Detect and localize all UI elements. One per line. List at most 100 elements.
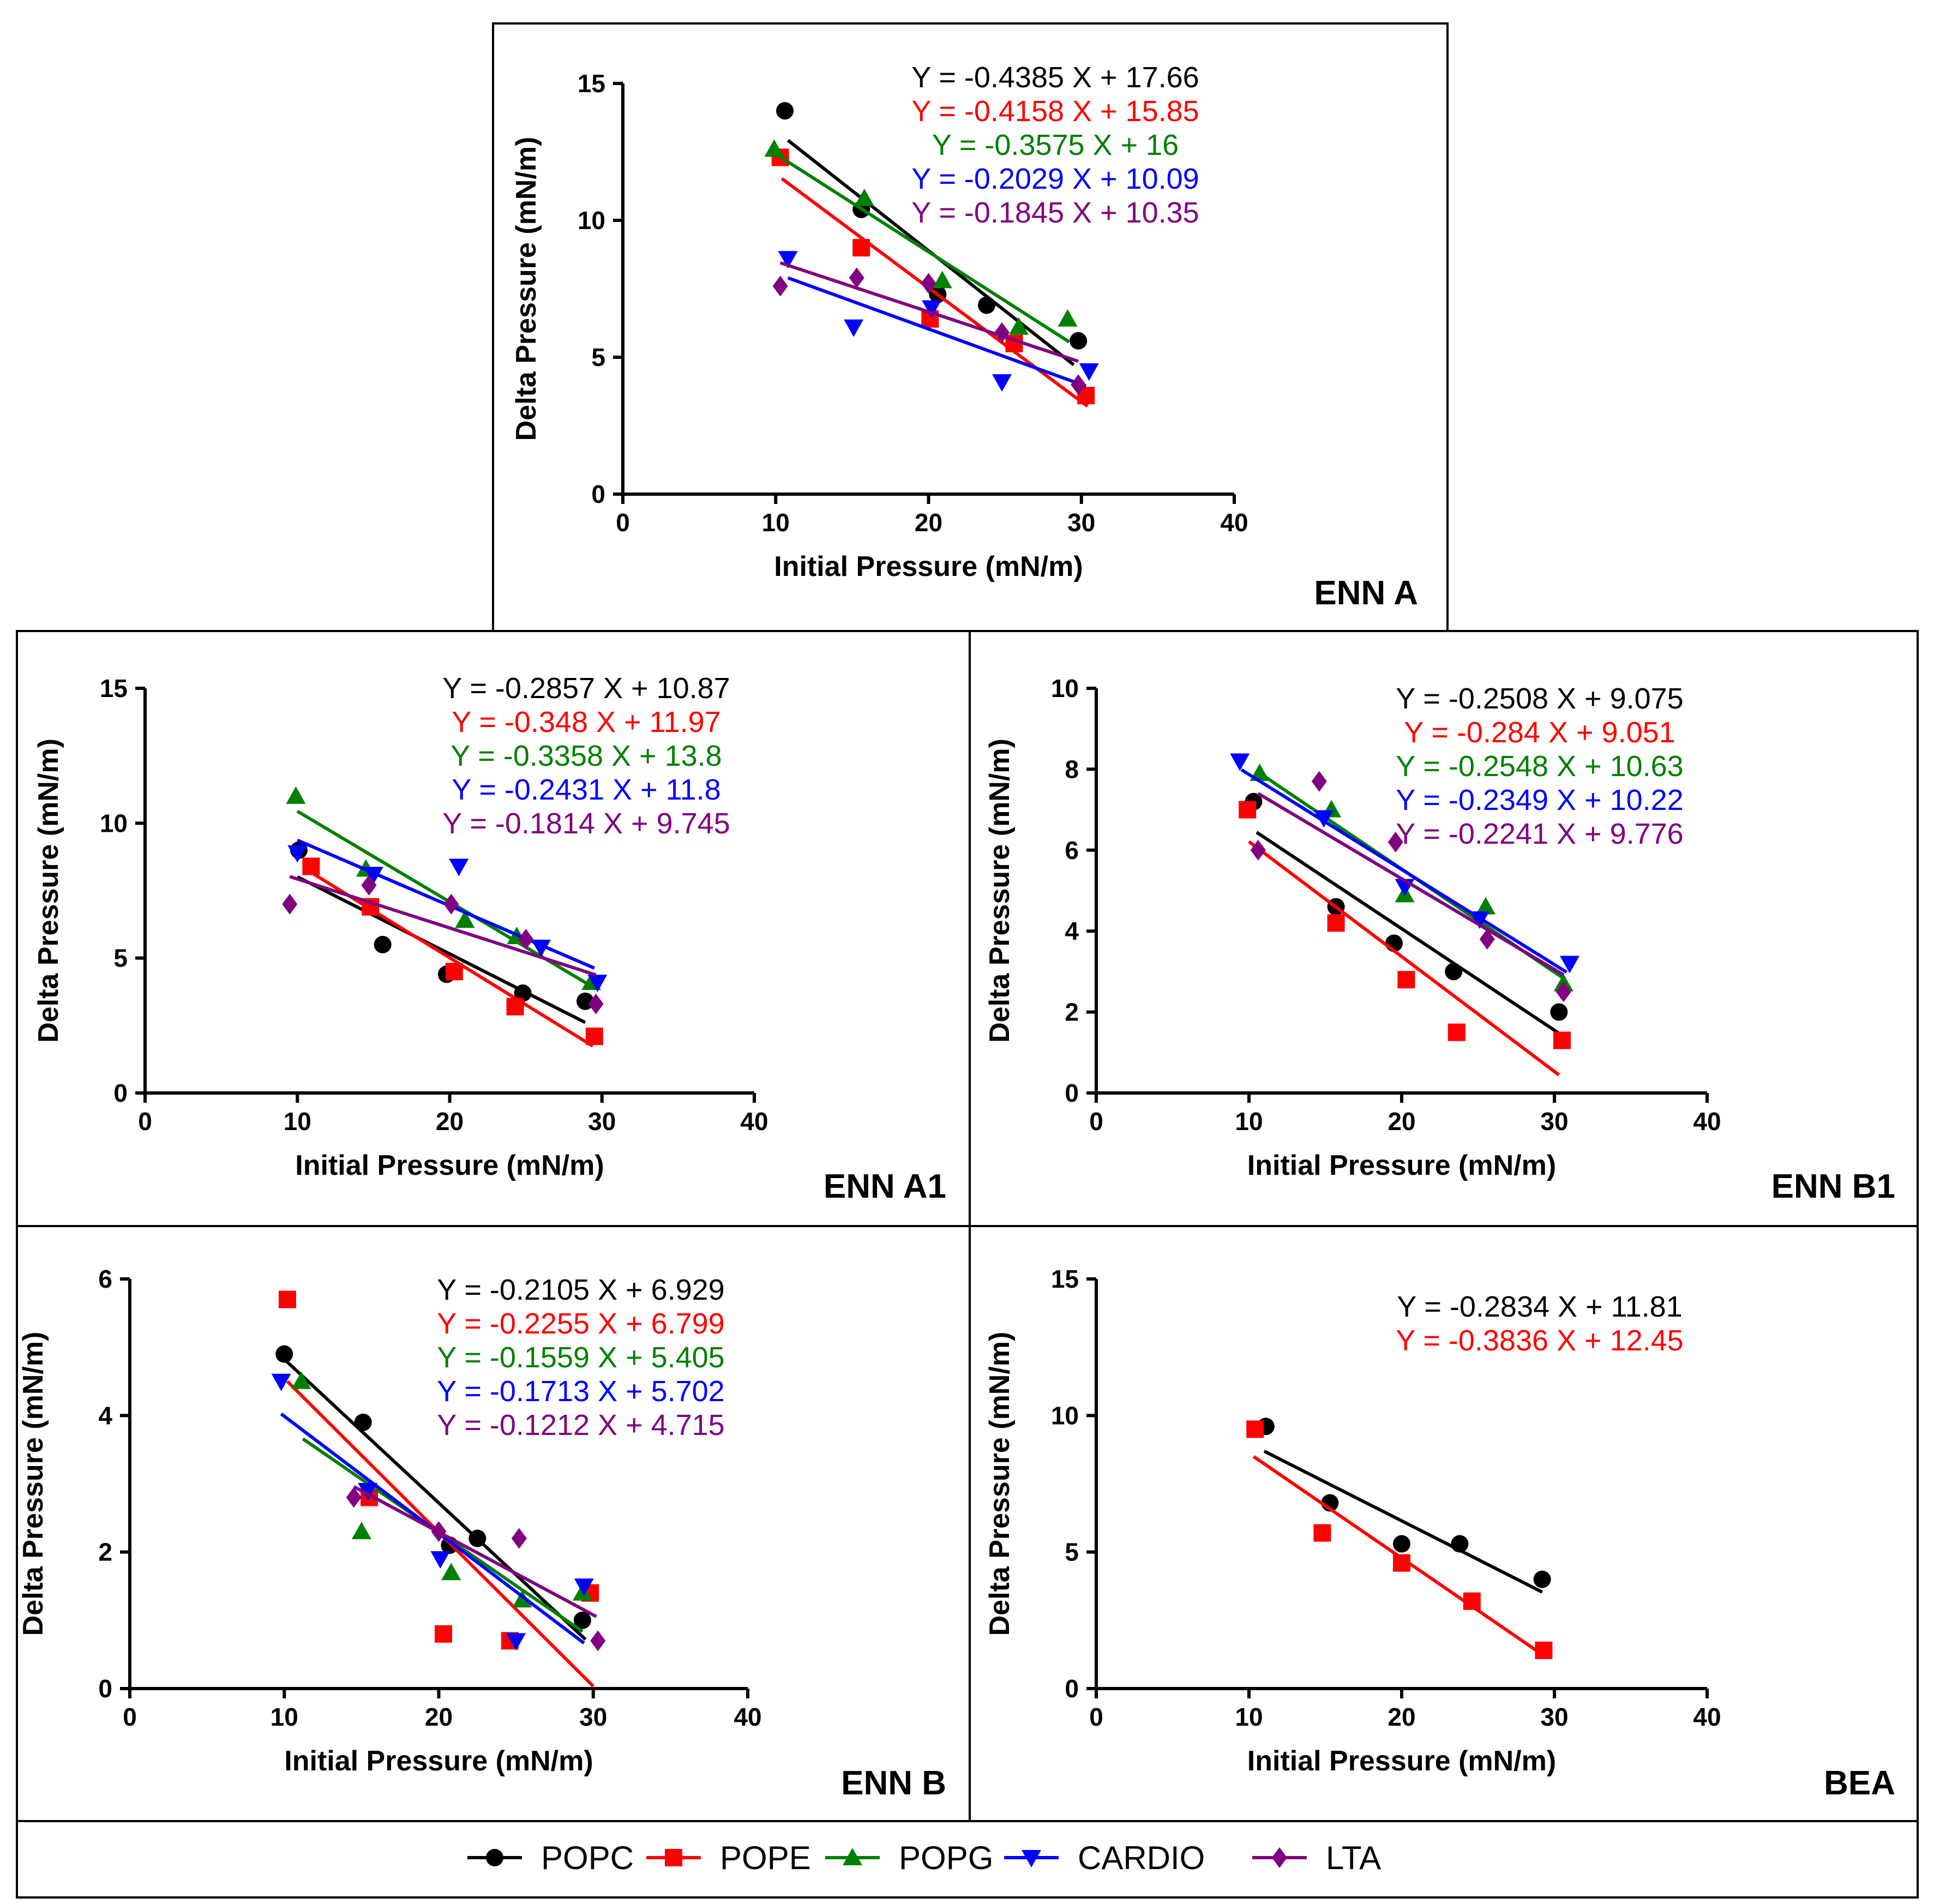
data-point-popg [351, 1522, 371, 1540]
data-point-cardio [778, 251, 798, 269]
legend: POPC POPE POPG CARDIO LTA [467, 1840, 1381, 1876]
data-point-lta [994, 322, 1010, 343]
data-point-popg [291, 1371, 311, 1389]
data-point-popg [764, 139, 784, 157]
equation-popg: Y = -0.2548 X + 10.63 [1396, 750, 1683, 783]
fit-line-popg [774, 152, 1070, 344]
legend-marker-popg [843, 1848, 862, 1865]
data-point-pope [1463, 1592, 1481, 1610]
data-point-pope [1535, 1641, 1553, 1659]
x-tick-label: 30 [1540, 1107, 1568, 1136]
y-tick-label: 5 [591, 343, 605, 371]
panel-title: ENN A1 [824, 1168, 946, 1205]
y-tick-label: 4 [98, 1401, 112, 1429]
x-axis-label: Initial Pressure (mN/m) [295, 1150, 604, 1181]
y-tick-label: 2 [1065, 998, 1079, 1026]
equation-pope: Y = -0.3836 X + 12.45 [1396, 1324, 1683, 1357]
x-tick-label: 10 [284, 1107, 311, 1136]
data-point-cardio [1560, 956, 1579, 974]
data-point-cardio [574, 1578, 594, 1596]
fit-line-lta [779, 261, 1079, 363]
data-point-cardio [1469, 911, 1489, 929]
x-tick-label: 40 [734, 1703, 761, 1731]
panel-title: ENN B1 [1771, 1168, 1895, 1205]
panel-enn-a1: 0 10 20 30 40 0 5 10 15 Initial Pressure (mN/m) De… [33, 672, 946, 1205]
data-point-lta [588, 993, 604, 1014]
x-axis-label: Initial Pressure (mN/m) [774, 551, 1083, 582]
x-tick-label: 20 [915, 508, 942, 537]
legend-marker-pope [665, 1849, 682, 1866]
x-tick-label: 20 [1388, 1107, 1415, 1136]
data-point-lta [849, 267, 864, 289]
x-axis-label: Initial Pressure (mN/m) [1247, 1150, 1556, 1181]
data-point-cardio [531, 939, 551, 957]
legend-item-popc: POPC [467, 1840, 634, 1876]
data-point-popc [1451, 1535, 1469, 1553]
data-point-popg [441, 1563, 461, 1581]
data-point-popg [1058, 309, 1078, 327]
y-tick-label: 0 [98, 1674, 112, 1703]
equation-pope: Y = -0.4158 X + 15.85 [911, 95, 1199, 128]
data-point-lta [361, 875, 377, 896]
data-point-pope [1246, 1420, 1264, 1438]
x-tick-label: 40 [1693, 1107, 1721, 1136]
panel-bea: 0 10 20 30 40 0 5 10 15 Initial Pressure (mN/m) De… [984, 1265, 1895, 1802]
data-point-cardio [922, 300, 942, 318]
x-tick-label: 30 [579, 1703, 607, 1731]
data-point-lta [346, 1487, 362, 1508]
y-tick-label: 2 [98, 1538, 112, 1566]
fit-line-lta [353, 1485, 597, 1618]
legend-label: POPC [541, 1840, 634, 1876]
y-tick-label: 10 [1051, 674, 1079, 702]
fit-line-popc [1263, 1450, 1543, 1594]
data-point-lta [1555, 981, 1571, 1002]
data-point-cardio [430, 1551, 451, 1569]
data-point-lta [590, 1630, 606, 1651]
panel-enn-b: 0 10 20 30 40 0 2 4 6 Initial Pressure (mN/m) Delt… [17, 1265, 946, 1802]
y-tick-label: 10 [578, 206, 605, 235]
y-axis-label: Delta Pressure (mN/m) [17, 1332, 49, 1636]
legend-marker-lta [1272, 1847, 1287, 1868]
equation-lta: Y = -0.1845 X + 10.35 [911, 196, 1199, 229]
data-point-pope [585, 1028, 603, 1046]
legend-marker-popc [486, 1849, 503, 1866]
y-tick-label: 15 [1051, 1265, 1079, 1293]
data-point-lta [1071, 374, 1086, 395]
data-point-cardio [587, 975, 608, 993]
x-tick-label: 20 [425, 1703, 453, 1731]
equation-popg: Y = -0.3358 X + 13.8 [451, 740, 722, 772]
x-tick-label: 40 [1693, 1703, 1721, 1731]
data-point-popc [469, 1529, 486, 1547]
y-axis-label: Delta Pressure (mN/m) [984, 1332, 1016, 1636]
data-point-cardio [363, 867, 383, 885]
data-point-popg [932, 271, 952, 289]
x-tick-label: 30 [1540, 1703, 1568, 1731]
y-tick-label: 0 [591, 480, 605, 508]
x-tick-label: 10 [271, 1703, 298, 1731]
data-point-popc [275, 1345, 293, 1363]
y-tick-label: 6 [98, 1265, 112, 1293]
data-point-popg [854, 188, 874, 206]
data-point-pope [1553, 1031, 1571, 1049]
data-point-cardio [1079, 363, 1099, 381]
series-lta [282, 875, 604, 1014]
y-tick-label: 5 [1065, 1538, 1079, 1566]
equation-pope: Y = -0.348 X + 11.97 [452, 706, 720, 738]
data-point-cardio [449, 858, 469, 876]
series-popg [764, 139, 1078, 344]
data-point-pope [434, 1625, 452, 1643]
data-point-lta [921, 273, 936, 294]
legend-label: POPG [899, 1840, 993, 1876]
data-point-lta [511, 1528, 527, 1549]
x-tick-label: 40 [740, 1107, 768, 1136]
data-point-popc [776, 102, 794, 120]
equation-lta: Y = -0.2241 X + 9.776 [1396, 818, 1683, 850]
equation-popc: Y = -0.2508 X + 9.075 [1396, 682, 1683, 715]
legend-item-cardio: CARDIO [1004, 1840, 1205, 1876]
data-point-popg [286, 786, 306, 804]
panel-title: ENN A [1314, 574, 1418, 612]
data-point-pope [506, 998, 524, 1016]
equation-popg: Y = -0.1559 X + 5.405 [437, 1341, 724, 1374]
data-point-popc [1550, 1003, 1568, 1021]
data-point-cardio [287, 845, 308, 863]
